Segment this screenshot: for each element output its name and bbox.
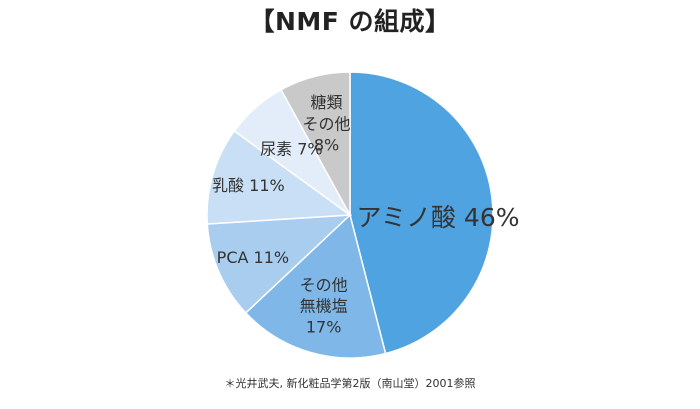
slice-label: 尿素 7% — [260, 139, 322, 158]
slice-label: 乳酸 11% — [212, 176, 285, 195]
pie-slices — [206, 71, 494, 359]
pie-slice — [244, 213, 387, 359]
slice-label: アミノ酸 46% — [356, 203, 519, 232]
pie-slice — [349, 71, 494, 355]
pie-slice — [206, 214, 353, 314]
slice-label: PCA 11% — [217, 248, 289, 267]
slice-label: 糖類その他 8% — [303, 93, 351, 154]
pie-slice — [280, 71, 351, 216]
slice-label: その他無機塩 17% — [300, 275, 348, 336]
pie-labels: アミノ酸 46% その他無機塩 17% PCA 11% 乳酸 11% 尿素 7%糖類その他… — [212, 93, 519, 336]
pie-slice — [206, 129, 353, 225]
chart-title: 【NMF の組成】 — [249, 7, 451, 36]
source-note: ＊光井武夫, 新化粧品学第2版（南山堂）2001参照 — [224, 377, 476, 390]
